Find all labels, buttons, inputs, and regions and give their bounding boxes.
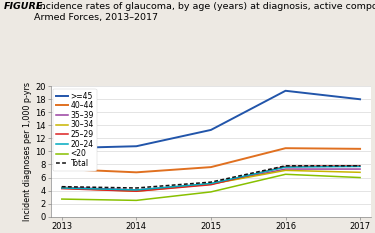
- Total: [134, 187, 139, 189]
- >=45: [209, 129, 213, 131]
- 20–24: [358, 165, 362, 168]
- 20–24: [60, 187, 64, 189]
- 40–44: [358, 147, 362, 150]
- Line: 30–34: 30–34: [62, 170, 360, 191]
- Line: 40–44: 40–44: [62, 148, 360, 172]
- >=45: [358, 98, 362, 101]
- 30–34: [60, 187, 64, 189]
- <20: [60, 198, 64, 200]
- 25–29: [209, 183, 213, 186]
- >=45: [60, 147, 64, 150]
- <20: [283, 173, 288, 176]
- 35–39: [283, 168, 288, 171]
- >=45: [283, 89, 288, 92]
- <20: [358, 176, 362, 179]
- Text: FIGURE.: FIGURE.: [4, 2, 47, 11]
- 35–39: [358, 168, 362, 171]
- 20–24: [209, 182, 213, 185]
- Total: [358, 164, 362, 167]
- Total: [283, 164, 288, 167]
- >=45: [134, 145, 139, 148]
- Line: Total: Total: [62, 166, 360, 188]
- 25–29: [60, 187, 64, 190]
- Y-axis label: Incident diagnoses per 1,000 p-yrs: Incident diagnoses per 1,000 p-yrs: [23, 82, 32, 221]
- Total: [209, 181, 213, 184]
- 20–24: [283, 166, 288, 168]
- 25–29: [134, 190, 139, 193]
- 30–34: [134, 190, 139, 193]
- Line: 35–39: 35–39: [62, 169, 360, 190]
- Line: 20–24: 20–24: [62, 166, 360, 190]
- 20–24: [134, 188, 139, 191]
- 25–29: [358, 164, 362, 167]
- 30–34: [358, 171, 362, 174]
- 30–34: [283, 169, 288, 172]
- 30–34: [209, 183, 213, 185]
- 40–44: [60, 168, 64, 171]
- 35–39: [134, 188, 139, 191]
- Line: >=45: >=45: [62, 91, 360, 148]
- Line: <20: <20: [62, 174, 360, 200]
- <20: [134, 199, 139, 202]
- Text: Incidence rates of glaucoma, by age (years) at diagnosis, active component, U.S.: Incidence rates of glaucoma, by age (yea…: [34, 2, 375, 22]
- Legend: >=45, 40–44, 35–39, 30–34, 25–29, 20–24, <20, Total: >=45, 40–44, 35–39, 30–34, 25–29, 20–24,…: [53, 89, 97, 171]
- Line: 25–29: 25–29: [62, 166, 360, 191]
- 35–39: [60, 186, 64, 189]
- 40–44: [283, 147, 288, 150]
- 40–44: [134, 171, 139, 174]
- 35–39: [209, 183, 213, 185]
- 40–44: [209, 166, 213, 168]
- 25–29: [283, 165, 288, 168]
- <20: [209, 191, 213, 193]
- Total: [60, 185, 64, 188]
